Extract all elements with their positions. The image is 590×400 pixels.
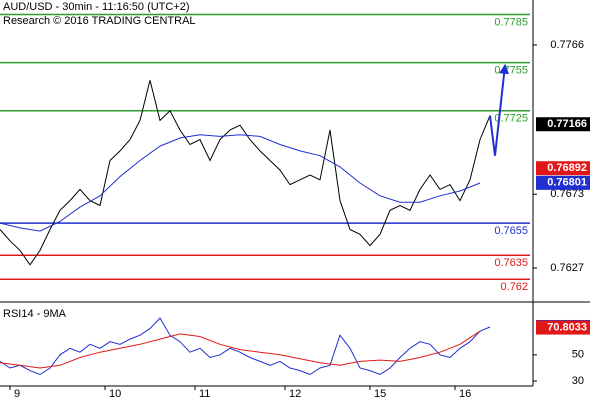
price-marker bbox=[536, 320, 590, 335]
price-marker-label: 70.8033 bbox=[547, 321, 587, 333]
series-line bbox=[0, 80, 491, 266]
price-marker-label: 0.76801 bbox=[547, 177, 587, 189]
series-line bbox=[0, 317, 491, 376]
y-tick-label: 0.7627 bbox=[550, 262, 584, 274]
x-tick-label: 12 bbox=[289, 388, 301, 400]
price-marker-label: 0.77166 bbox=[547, 118, 587, 130]
price-marker bbox=[536, 175, 590, 190]
level-label: 0.7755 bbox=[494, 65, 528, 77]
y-tick-label: 50 bbox=[572, 349, 584, 361]
y-tick-label: 0.7766 bbox=[550, 39, 584, 51]
chart-subtitle: Research © 2016 TRADING CENTRAL bbox=[3, 15, 196, 27]
y-tick-label: 0.7673 bbox=[550, 188, 584, 200]
price-marker bbox=[536, 161, 590, 176]
level-label: 0.762 bbox=[500, 281, 528, 293]
forecast-arrow bbox=[489, 63, 510, 156]
level-label: 0.7785 bbox=[494, 16, 528, 28]
series-line bbox=[0, 330, 481, 369]
x-tick-label: 9 bbox=[14, 388, 20, 400]
panel-title: RSI14 - 9MA bbox=[3, 308, 67, 320]
level-label: 0.7635 bbox=[494, 257, 528, 269]
series-line bbox=[0, 134, 481, 232]
level-label: 0.7655 bbox=[494, 225, 528, 237]
price-marker-label: 0.76892 bbox=[547, 162, 587, 174]
y-tick-label: 30 bbox=[572, 375, 584, 387]
price-marker bbox=[536, 117, 590, 132]
level-label: 0.7725 bbox=[494, 113, 528, 125]
chart-title: AUD/USD - 30min - 11:16:50 (UTC+2) bbox=[3, 1, 190, 13]
x-tick-label: 10 bbox=[109, 388, 121, 400]
x-tick-label: 16 bbox=[459, 388, 471, 400]
x-tick-label: 15 bbox=[374, 388, 386, 400]
x-tick-label: 11 bbox=[199, 388, 210, 400]
